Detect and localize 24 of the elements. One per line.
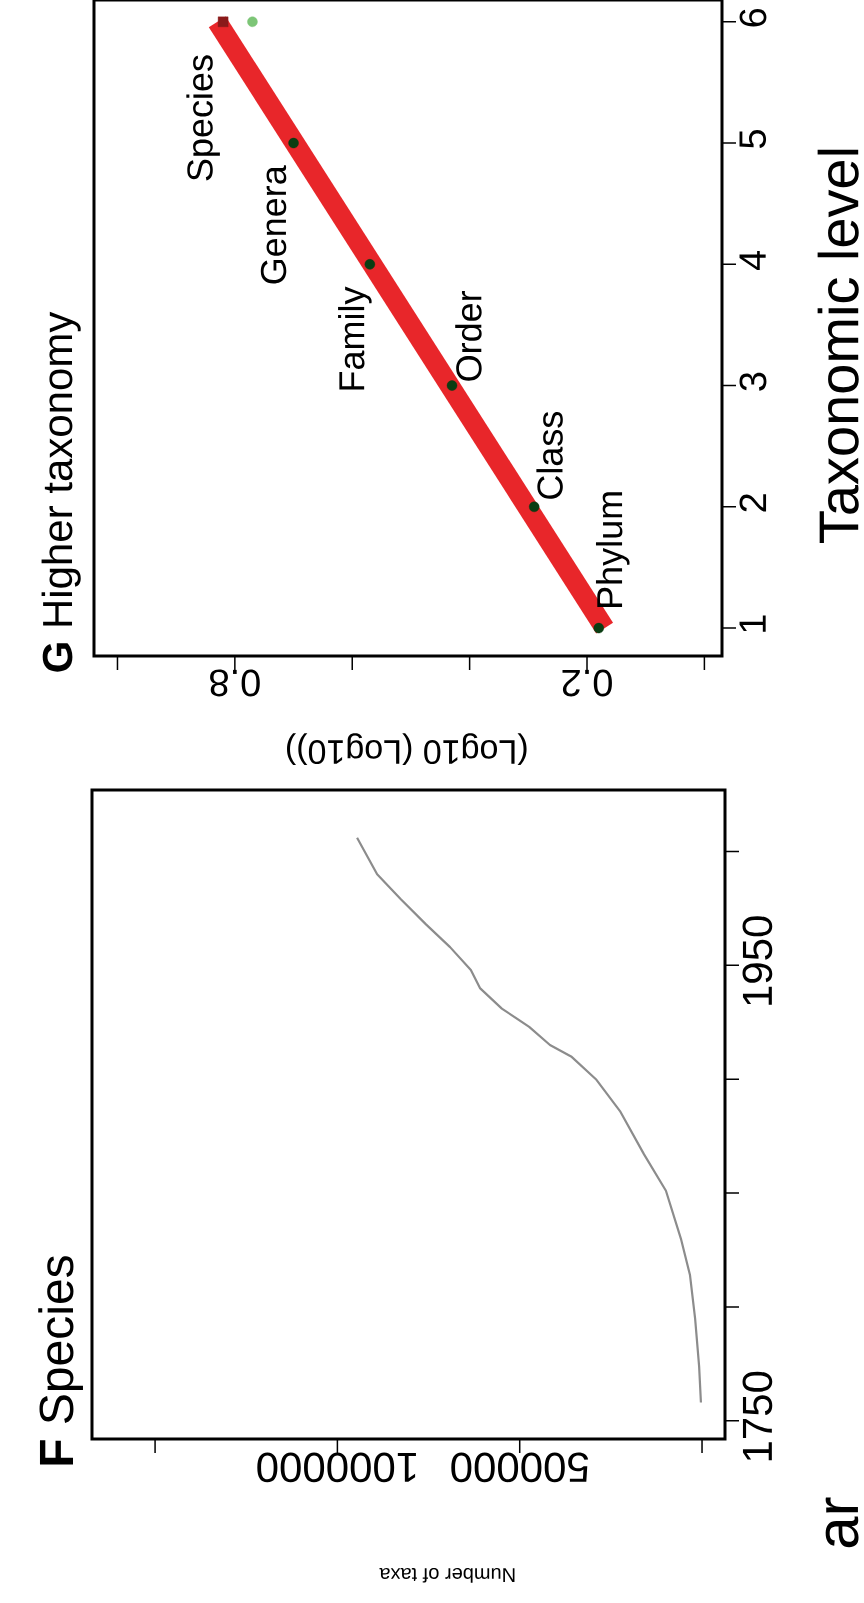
y-tick-label: 1 bbox=[739, 615, 766, 632]
annotation: Genera bbox=[260, 165, 287, 284]
x-axis-title: (Log10 (Log10)) bbox=[287, 733, 527, 765]
y-tick-label: 5 bbox=[739, 130, 767, 149]
text: F Species bbox=[38, 1256, 83, 1465]
annotation: Phylum bbox=[595, 492, 630, 607]
x-tick-label: 500000 bbox=[451, 1452, 589, 1483]
y-tick-label: 3 bbox=[739, 372, 767, 391]
x-axis-title: Number of taxa bbox=[379, 1567, 515, 1583]
annotation: Order bbox=[455, 290, 482, 381]
y-tick-label: 1750 bbox=[742, 1371, 773, 1461]
y-tick-label: 1950 bbox=[742, 916, 773, 1005]
y-axis-title: Taxonomic level bbox=[817, 149, 859, 543]
x-tick-label: 0.2 bbox=[562, 669, 612, 697]
annotation: Family bbox=[338, 286, 372, 390]
y-tick-label: 4 bbox=[739, 250, 766, 271]
x-tick-label: 0.8 bbox=[210, 669, 260, 697]
y-tick-label: 6 bbox=[739, 8, 767, 27]
annotation: Species bbox=[186, 55, 220, 181]
x-tick-label: 1000000 bbox=[257, 1452, 416, 1483]
text: ar bbox=[825, 1497, 859, 1548]
y-tick-label: 2 bbox=[739, 494, 767, 512]
annotation: Class bbox=[536, 411, 563, 499]
text: G Higher taxonomy bbox=[41, 311, 81, 672]
